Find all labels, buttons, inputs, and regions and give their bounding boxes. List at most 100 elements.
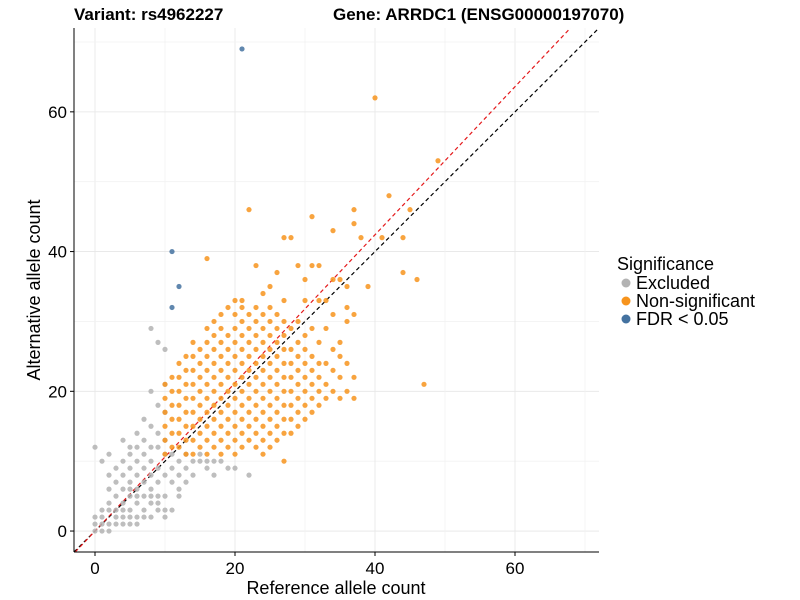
point-excluded-30	[127, 521, 133, 527]
point-non-significant-84	[225, 332, 231, 339]
point-non-significant-194	[295, 353, 301, 359]
point-non-significant-157	[274, 437, 280, 443]
point-non-significant-225	[323, 325, 329, 332]
point-non-significant-148	[267, 402, 273, 408]
point-excluded-44	[134, 472, 140, 478]
point-non-significant-258	[435, 158, 441, 164]
point-non-significant-71	[218, 367, 224, 373]
point-non-significant-63	[211, 332, 217, 339]
point-non-significant-10	[169, 388, 175, 394]
point-excluded-66	[155, 507, 161, 513]
point-non-significant-182	[288, 402, 294, 408]
point-non-significant-42	[197, 360, 203, 366]
point-excluded-9	[106, 528, 112, 534]
point-non-significant-173	[281, 374, 287, 380]
point-non-significant-188	[288, 235, 294, 241]
point-non-significant-95	[232, 325, 238, 332]
point-excluded-88	[176, 493, 182, 499]
point-non-significant-74	[218, 325, 224, 332]
point-excluded-74	[155, 339, 161, 345]
point-non-significant-108	[239, 304, 245, 311]
point-excluded-47	[134, 430, 140, 436]
point-excluded-5	[99, 521, 105, 527]
point-non-significant-195	[295, 339, 301, 345]
point-non-significant-35	[190, 339, 196, 345]
point-excluded-85	[169, 479, 175, 485]
point-non-significant-168	[281, 458, 287, 464]
point-non-significant-27	[190, 451, 196, 457]
point-excluded-38	[127, 444, 133, 450]
point-non-significant-103	[239, 374, 245, 380]
point-non-significant-240	[344, 318, 350, 325]
point-non-significant-241	[344, 304, 350, 311]
point-non-significant-9	[169, 402, 175, 408]
point-non-significant-228	[330, 367, 336, 373]
point-non-significant-156	[267, 283, 273, 290]
point-excluded-46	[134, 444, 140, 450]
point-non-significant-231	[330, 276, 336, 283]
point-non-significant-136	[260, 409, 266, 415]
point-non-significant-202	[302, 360, 308, 366]
point-excluded-105	[232, 465, 238, 471]
point-non-significant-11	[169, 374, 175, 380]
point-excluded-4	[99, 528, 105, 534]
point-excluded-77	[162, 493, 168, 499]
point-excluded-36	[127, 465, 133, 471]
point-non-significant-124	[253, 402, 259, 408]
point-fdr-0-05-1	[169, 248, 175, 255]
point-non-significant-44	[204, 451, 210, 457]
point-non-significant-31	[190, 395, 196, 401]
point-excluded-21	[113, 465, 119, 471]
point-non-significant-98	[239, 444, 245, 450]
point-excluded-22	[120, 521, 126, 527]
point-non-significant-14	[176, 416, 182, 422]
point-non-significant-62	[211, 346, 217, 352]
point-non-significant-237	[337, 276, 343, 283]
point-non-significant-30	[190, 409, 196, 415]
point-excluded-34	[127, 486, 133, 492]
point-excluded-0	[92, 528, 98, 534]
point-excluded-3	[92, 444, 98, 450]
point-non-significant-41	[197, 374, 203, 380]
point-excluded-56	[148, 514, 154, 520]
point-non-significant-192	[295, 381, 301, 387]
point-non-significant-152	[267, 346, 273, 352]
point-non-significant-178	[281, 297, 287, 304]
point-non-significant-196	[295, 318, 301, 325]
point-excluded-45	[134, 458, 140, 464]
point-excluded-15	[106, 451, 112, 457]
point-non-significant-158	[274, 423, 280, 429]
point-non-significant-4	[162, 395, 168, 401]
point-non-significant-112	[246, 409, 252, 415]
point-non-significant-36	[197, 444, 203, 450]
point-non-significant-153	[267, 332, 273, 339]
point-non-significant-166	[274, 311, 280, 318]
point-non-significant-32	[190, 381, 196, 387]
title-gene: Gene: ARRDC1 (ENSG00000197070)	[333, 5, 624, 24]
point-excluded-76	[162, 507, 168, 513]
point-non-significant-33	[190, 367, 196, 373]
point-non-significant-183	[288, 388, 294, 394]
reference-lines	[73, 27, 600, 553]
point-non-significant-12	[176, 444, 182, 450]
point-non-significant-139	[260, 367, 266, 373]
point-non-significant-133	[260, 451, 266, 457]
point-excluded-60	[148, 472, 154, 478]
point-non-significant-230	[330, 311, 336, 318]
point-non-significant-82	[225, 360, 231, 366]
point-non-significant-243	[351, 395, 357, 401]
point-non-significant-154	[267, 318, 273, 325]
point-excluded-100	[204, 458, 210, 464]
point-non-significant-147	[267, 416, 273, 422]
point-non-significant-176	[281, 332, 287, 339]
point-non-significant-213	[309, 262, 315, 269]
point-non-significant-2	[162, 423, 168, 429]
point-non-significant-19	[183, 451, 189, 457]
point-excluded-41	[134, 500, 140, 506]
point-non-significant-23	[183, 395, 189, 401]
point-excluded-75	[162, 514, 168, 520]
point-non-significant-121	[253, 444, 259, 450]
point-non-significant-55	[211, 444, 217, 450]
point-non-significant-90	[232, 395, 238, 401]
point-excluded-39	[134, 521, 140, 527]
